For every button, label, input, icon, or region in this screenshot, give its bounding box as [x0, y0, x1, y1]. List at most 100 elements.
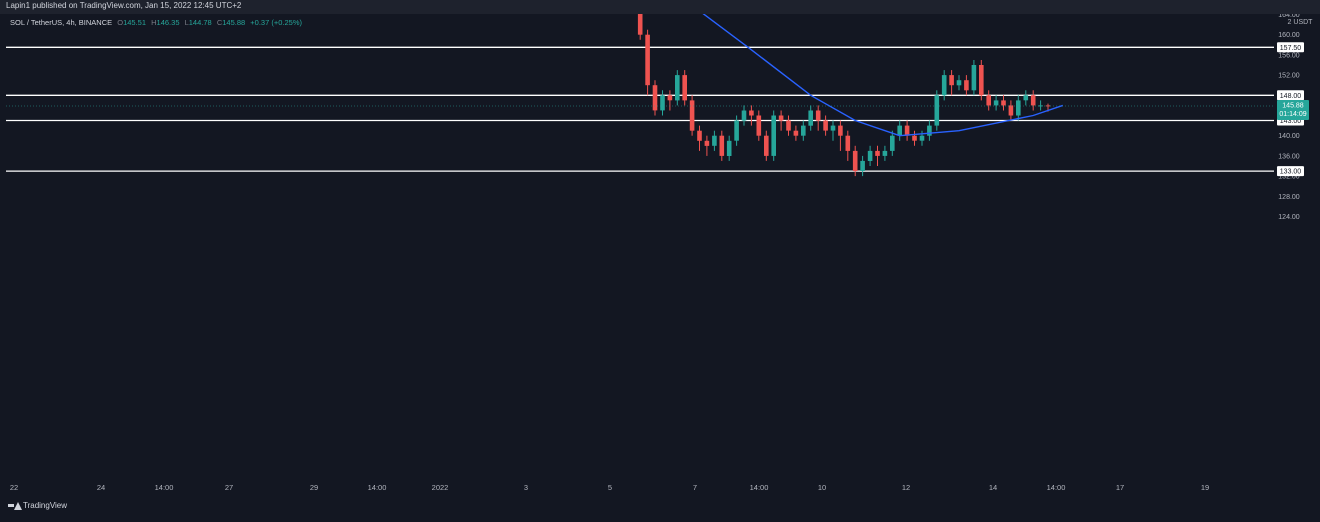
- candle-body: [645, 34, 650, 86]
- price-tick-label: 140.00: [1278, 133, 1300, 140]
- candle-body: [637, 0, 643, 35]
- candle-body: [1016, 100, 1021, 116]
- candle-body: [704, 140, 710, 146]
- candle-body: [971, 65, 977, 91]
- candle-body: [741, 110, 747, 121]
- candle-body: [964, 80, 969, 91]
- candle-body: [1008, 105, 1014, 116]
- time-tick-label: 29: [310, 483, 318, 492]
- candle-body: [986, 95, 991, 106]
- level-price-tag: [1277, 42, 1304, 53]
- candle-body: [1023, 95, 1029, 101]
- candle-body: [815, 110, 821, 121]
- candle-body: [904, 125, 910, 136]
- high-value: 146.35: [156, 18, 180, 27]
- candle-body: [860, 160, 865, 171]
- price-tick-label: 132.00: [1278, 174, 1300, 181]
- low-label: L: [184, 18, 189, 27]
- candle-body: [890, 135, 895, 151]
- candle-body: [689, 100, 695, 131]
- publisher-text: Lapin1 published on TradingView.com, Jan…: [6, 1, 242, 10]
- candle-body: [867, 150, 873, 161]
- moving-average-line: [683, 0, 1064, 137]
- open-value: 145.51: [123, 18, 147, 27]
- price-tick-label: 136.00: [1278, 153, 1300, 160]
- candle-body: [697, 130, 702, 141]
- time-tick-label: 12: [902, 483, 910, 492]
- time-tick-label: 3: [524, 483, 528, 492]
- tradingview-logo-icon: [8, 501, 22, 510]
- candle-body: [771, 115, 776, 156]
- candle-body: [660, 95, 665, 111]
- time-tick-label: 27: [225, 483, 233, 492]
- candle-body: [675, 75, 680, 101]
- candle-body: [934, 95, 940, 126]
- level-price-label: 143.00: [1280, 118, 1302, 125]
- candle-body: [882, 150, 888, 156]
- candle-body: [652, 85, 658, 111]
- candle-body: [793, 130, 799, 136]
- candle-body: [897, 125, 902, 136]
- time-tick-label: 22: [10, 483, 18, 492]
- level-price-label: 157.50: [1280, 45, 1302, 52]
- time-tick-label: 14:00: [750, 483, 769, 492]
- close-value: 145.88: [222, 18, 246, 27]
- time-tick-label: 7: [693, 483, 697, 492]
- change-value: +0.37 (+0.25%): [250, 18, 302, 27]
- low-value: 144.78: [188, 18, 212, 27]
- candle-body: [993, 100, 999, 106]
- candle-body: [949, 75, 954, 86]
- price-tick-label: 164.00: [1278, 14, 1300, 19]
- level-price-label: 133.00: [1280, 169, 1302, 176]
- time-tick-label: 14:00: [155, 483, 174, 492]
- symbol-name: SOL / TetherUS, 4h, BINANCE: [10, 18, 113, 27]
- candle-body: [1001, 100, 1006, 106]
- price-tick-label: 156.00: [1278, 52, 1300, 59]
- price-tick-label: 124.00: [1278, 214, 1300, 221]
- level-price-label: 148.00: [1280, 93, 1302, 100]
- candle-body: [927, 125, 932, 136]
- current-price-tag: [1277, 100, 1309, 120]
- candle-body: [808, 110, 813, 126]
- candle-body: [682, 75, 687, 101]
- tradingview-logo[interactable]: TradingView: [8, 501, 67, 510]
- time-tick-label: 5: [608, 483, 612, 492]
- candle-body: [801, 125, 806, 136]
- candle-body: [852, 150, 858, 172]
- candle-body: [1030, 95, 1036, 106]
- candle-body: [979, 65, 984, 96]
- candle-body: [838, 125, 843, 136]
- candle-body: [726, 140, 732, 156]
- price-tick-label: 128.00: [1278, 194, 1300, 201]
- current-price-value: 145.88: [1282, 103, 1304, 110]
- time-tick-label: 17: [1116, 483, 1124, 492]
- candle-body: [719, 135, 725, 156]
- time-tick-label: 14:00: [1047, 483, 1066, 492]
- time-tick-label: 19: [1201, 483, 1209, 492]
- time-tick-label: 2022: [432, 483, 449, 492]
- current-price-countdown: 01:14:09: [1279, 111, 1306, 118]
- time-tick-label: 10: [818, 483, 826, 492]
- candle-body: [778, 115, 784, 121]
- candle-body: [756, 115, 762, 136]
- close-label: C: [216, 18, 223, 27]
- candle-body: [749, 110, 754, 116]
- candle-body: [764, 135, 769, 156]
- candle-body: [941, 75, 947, 96]
- time-tick-label: 14:00: [368, 483, 387, 492]
- price-axis-unit: 2 USDT: [1288, 19, 1314, 26]
- candle-body: [734, 120, 739, 141]
- candle-body: [1038, 105, 1043, 107]
- price-tick-label: 152.00: [1278, 73, 1300, 80]
- candle-body: [786, 120, 791, 131]
- level-price-tag: [1277, 166, 1304, 177]
- time-axis: 22 24 14:00 27 29 14:00 2022 3 5 7 14:00 10 12 14 14:0…: [10, 483, 1209, 492]
- open-label: O: [117, 18, 124, 27]
- price-tick-label: 160.00: [1278, 32, 1300, 39]
- candle-body: [919, 135, 925, 141]
- symbol-legend: SOL / TetherUS, 4h, BINANCE O145.51 H146…: [10, 18, 302, 27]
- candle-body: [823, 120, 828, 131]
- candle-body: [956, 80, 962, 86]
